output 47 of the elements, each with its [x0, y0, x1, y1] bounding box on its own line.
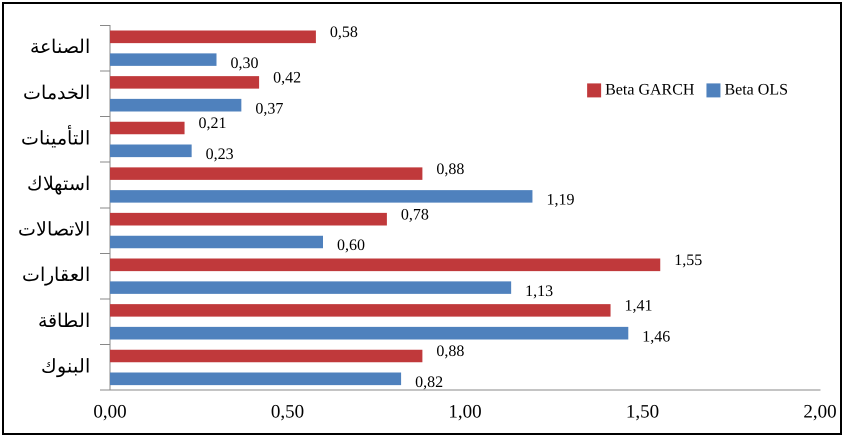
data-label: 0,78 [400, 206, 429, 224]
data-label: 0,21 [198, 115, 227, 132]
x-tick-label: 0,00 [93, 402, 127, 423]
legend-label: Beta OLS [724, 82, 788, 99]
bar [110, 76, 260, 89]
y-tick-label: الخدمات [23, 82, 90, 104]
bar [110, 281, 512, 294]
y-tick-label: استهلاك [27, 174, 90, 195]
y-tick-label: الصناعة [30, 37, 90, 58]
bar [110, 350, 422, 362]
bar [110, 326, 628, 340]
bar [110, 167, 422, 180]
data-label: 0,37 [255, 100, 284, 118]
x-tick-label: 2,00 [803, 402, 837, 423]
y-tick-label: البنوك [41, 356, 90, 378]
data-label: 0,82 [415, 374, 444, 392]
x-tick-label: 1,50 [626, 402, 660, 423]
y-tick-label: الاتصالات [18, 220, 90, 241]
y-tick-label: العقارات [22, 265, 90, 286]
bar [110, 53, 216, 66]
y-tick-label: الطاقة [38, 310, 90, 332]
bar [110, 30, 316, 44]
data-label: 1,41 [624, 298, 653, 315]
bar [110, 304, 611, 317]
y-tick-label: التأمينات [21, 124, 90, 150]
bar [110, 236, 323, 248]
data-label: 0,42 [273, 70, 302, 87]
bar [110, 144, 192, 158]
data-label: 0,88 [436, 160, 464, 178]
data-label: 0,30 [230, 54, 258, 72]
data-label: 1,46 [642, 328, 670, 346]
bar [110, 98, 242, 112]
x-tick-label: 1,00 [448, 402, 482, 423]
data-label: 1,19 [546, 192, 574, 209]
data-label: 0,88 [436, 343, 464, 360]
data-label: 0,58 [330, 24, 358, 42]
data-label: 1,55 [674, 252, 702, 270]
x-tick-label: 0,50 [270, 402, 304, 423]
bar [110, 212, 387, 226]
legend-label: Beta GARCH [605, 82, 695, 99]
data-label: 0,23 [206, 146, 234, 164]
bar [110, 190, 532, 203]
bar [110, 122, 185, 134]
bar [110, 372, 402, 386]
bar [110, 258, 660, 272]
data-label: 0,60 [337, 237, 365, 254]
data-label: 1,13 [525, 282, 554, 300]
